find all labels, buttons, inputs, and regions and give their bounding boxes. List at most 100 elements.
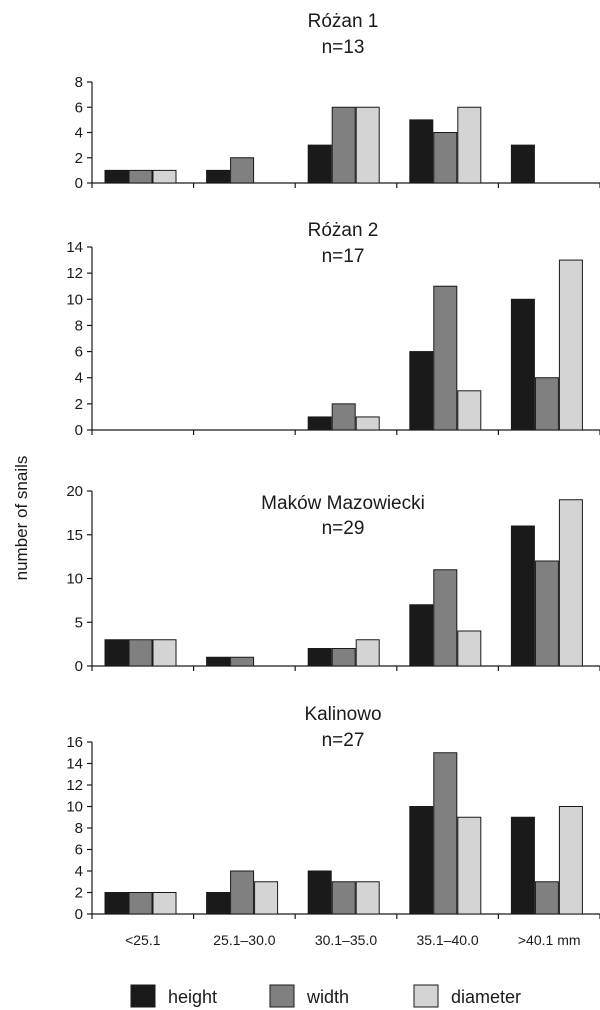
y-tick-label: 0 [75, 175, 83, 192]
y-tick-label: 12 [66, 777, 83, 794]
y-tick-label: 4 [75, 370, 83, 387]
bar-height-4 [510, 816, 535, 915]
y-tick-label: 10 [66, 799, 83, 816]
legend-label: height [168, 987, 217, 1007]
bar-width-1 [230, 656, 255, 667]
y-tick-label: 0 [75, 422, 83, 439]
y-tick-label: 8 [75, 74, 83, 91]
bar-diameter-3 [457, 390, 482, 431]
panel-mak-w-mazowiecki: Maków Mazowiecki n=29 0 5 10 15 20 [66, 483, 600, 675]
panel-title: Kalinowo [304, 704, 381, 725]
y-tick-label: 2 [75, 150, 83, 167]
legend-swatch [269, 984, 295, 1008]
y-tick-label: 4 [75, 125, 83, 142]
bar-diameter-2 [355, 106, 380, 184]
bar-width-2 [331, 881, 356, 915]
y-tick-label: 6 [75, 842, 83, 859]
bar-width-3 [433, 132, 458, 184]
y-tick-label: 5 [75, 614, 83, 631]
y-tick-label: 15 [66, 527, 83, 544]
y-tick-label: 12 [66, 265, 83, 282]
bar-height-1 [206, 892, 231, 915]
bar-width-4 [534, 881, 559, 915]
x-category-labels: <25.1 25.1–30.0 30.1–35.0 35.1–40.0 >40.1 mm [125, 932, 580, 948]
bar-width-0 [128, 169, 153, 184]
bar-diameter-2 [355, 881, 380, 915]
bar-width-2 [331, 106, 356, 184]
bar-height-1 [206, 169, 231, 184]
panel-sample-size: n=29 [322, 518, 365, 539]
bar-width-2 [331, 648, 356, 667]
bar-width-2 [331, 403, 356, 431]
bar-height-2 [307, 144, 332, 184]
bar-height-1 [206, 656, 231, 667]
panel-title: Różan 2 [308, 220, 379, 241]
bar-height-2 [307, 416, 332, 431]
legend-label: width [306, 987, 349, 1007]
panel-r-an-2: Różan 2 n=17 0 2 4 6 8 10 12 14 [66, 220, 600, 439]
bar-height-3 [409, 604, 434, 667]
y-tick-label: 16 [66, 734, 83, 751]
y-tick-label: 10 [66, 291, 83, 308]
y-tick-label: 8 [75, 317, 83, 334]
legend-item-height: height [130, 984, 217, 1008]
bar-diameter-1 [254, 881, 279, 915]
bar-height-0 [104, 169, 129, 184]
legend-label: diameter [451, 987, 521, 1007]
panel-title: Maków Mazowiecki [261, 493, 425, 514]
bar-height-0 [104, 892, 129, 915]
bar-diameter-0 [152, 639, 177, 667]
bar-diameter-3 [457, 106, 482, 184]
bar-diameter-2 [355, 416, 380, 431]
bar-height-0 [104, 639, 129, 667]
bar-diameter-0 [152, 169, 177, 184]
y-tick-label: 20 [66, 483, 83, 500]
bar-width-3 [433, 285, 458, 431]
bar-diameter-4 [558, 806, 583, 915]
legend: height width diameter [130, 984, 521, 1008]
y-tick-label: 6 [75, 99, 83, 116]
bar-height-4 [510, 298, 535, 431]
bar-width-3 [433, 752, 458, 915]
bar-diameter-4 [558, 259, 583, 431]
bar-height-3 [409, 119, 434, 184]
y-tick-label: 4 [75, 863, 83, 880]
bar-diameter-0 [152, 892, 177, 915]
y-tick-label: 14 [66, 239, 83, 256]
x-tick-label: 35.1–40.0 [416, 932, 478, 948]
bar-height-3 [409, 351, 434, 431]
panel-sample-size: n=13 [322, 37, 365, 58]
bar-height-2 [307, 870, 332, 915]
y-tick-label: 8 [75, 820, 83, 837]
legend-swatch [130, 984, 156, 1008]
x-tick-label: <25.1 [125, 932, 161, 948]
x-tick-label: >40.1 mm [518, 932, 581, 948]
y-axis-label: number of snails [12, 456, 31, 581]
x-tick-label: 25.1–30.0 [213, 932, 275, 948]
bar-diameter-4 [558, 499, 583, 667]
bar-width-4 [534, 377, 559, 431]
bar-diameter-3 [457, 816, 482, 915]
x-tick-label: 30.1–35.0 [315, 932, 377, 948]
panel-title: Różan 1 [308, 11, 379, 32]
legend-swatch [413, 984, 439, 1008]
panel-sample-size: n=27 [322, 730, 365, 751]
legend-item-diameter: diameter [413, 984, 521, 1008]
y-tick-label: 0 [75, 658, 83, 675]
bar-height-2 [307, 648, 332, 667]
bar-width-1 [230, 157, 255, 184]
bar-width-0 [128, 892, 153, 915]
y-tick-label: 10 [66, 571, 83, 588]
bar-height-3 [409, 806, 434, 915]
y-tick-label: 2 [75, 396, 83, 413]
bar-diameter-3 [457, 630, 482, 667]
bar-width-4 [534, 560, 559, 667]
panel-sample-size: n=17 [322, 246, 365, 267]
bar-width-3 [433, 569, 458, 667]
bar-width-1 [230, 870, 255, 915]
panel-kalinowo: Kalinowo n=27 0 2 4 6 8 10 12 14 16 [66, 704, 600, 923]
y-tick-label: 6 [75, 344, 83, 361]
bar-height-4 [510, 525, 535, 667]
y-tick-label: 14 [66, 756, 83, 773]
